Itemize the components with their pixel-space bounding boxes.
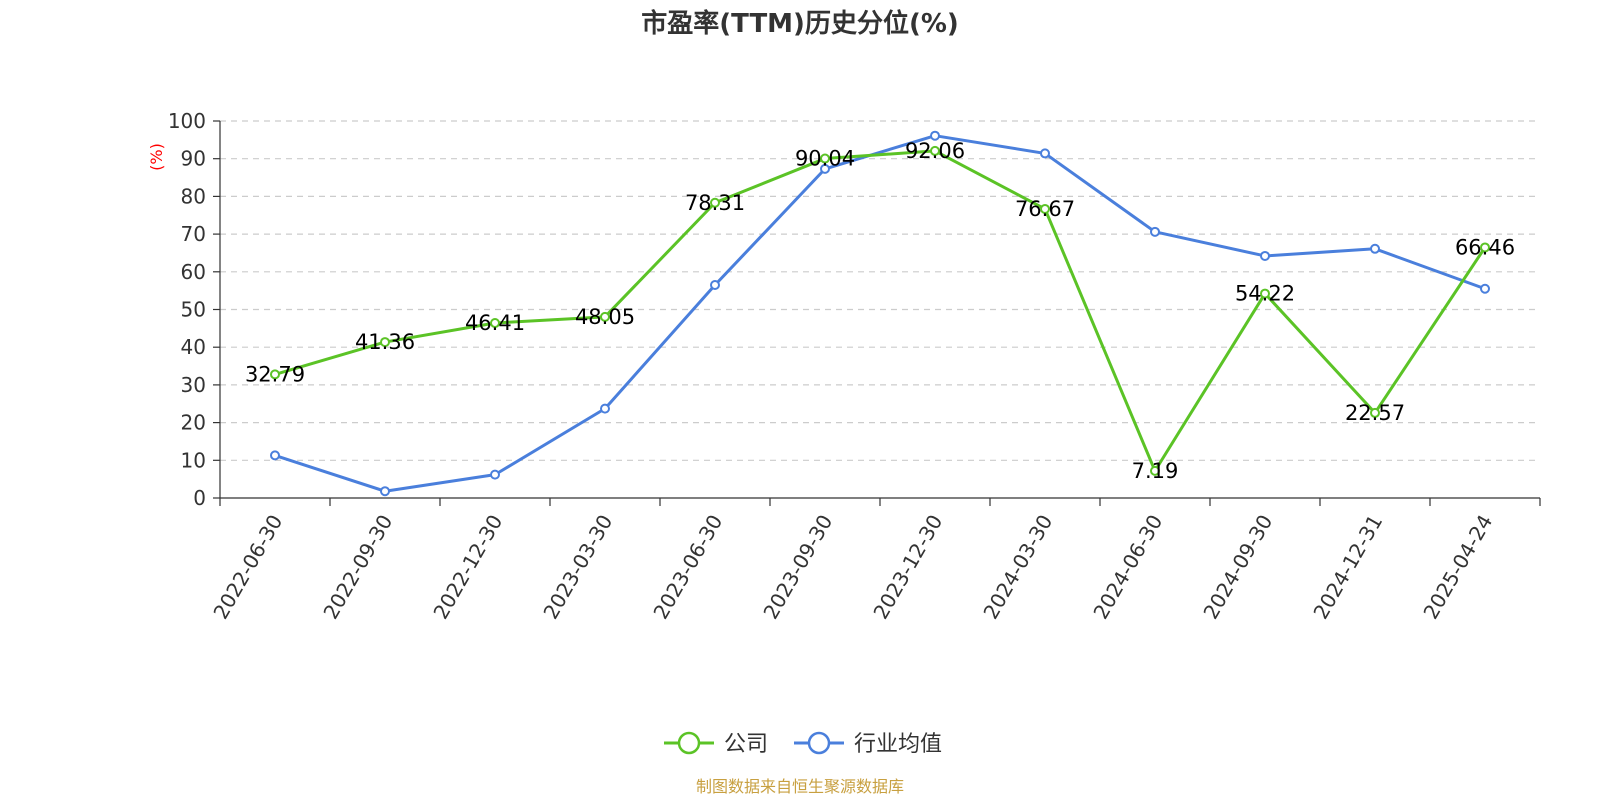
x-tick-label: 2023-03-30 <box>538 511 617 624</box>
data-label: 78.31 <box>685 191 745 215</box>
data-point[interactable] <box>820 163 830 174</box>
data-label: 90.04 <box>795 147 855 171</box>
data-label: 54.22 <box>1235 282 1295 306</box>
source-note: 制图数据来自恒生聚源数据库 <box>696 777 904 796</box>
x-tick-label: 2022-12-30 <box>428 511 507 624</box>
x-tick-label: 2022-09-30 <box>318 511 397 624</box>
data-point[interactable] <box>1480 283 1490 294</box>
y-tick-label: 0 <box>193 486 206 510</box>
data-point[interactable] <box>930 130 940 141</box>
data-label: 76.67 <box>1015 197 1075 221</box>
series-line-0 <box>274 149 1487 473</box>
x-tick-label: 2023-09-30 <box>758 511 837 624</box>
axes: 0 10 20 30 40 50 60 70 80 90 100 2022-06-30 2022-09-… <box>168 109 1541 624</box>
data-point[interactable] <box>1040 203 1050 214</box>
legend-item-1[interactable]: 行业均值 <box>794 731 942 757</box>
data-label: 22.57 <box>1345 401 1405 425</box>
y-tick-label: 100 <box>168 109 206 133</box>
data-point[interactable] <box>600 403 610 414</box>
legend-swatch-marker <box>677 731 701 755</box>
data-label: 48.05 <box>575 305 635 329</box>
series-lines <box>270 130 1490 497</box>
x-tick-label: 2023-12-30 <box>868 511 947 624</box>
data-label: 32.79 <box>245 362 305 386</box>
x-tick-label: 2022-06-30 <box>208 511 287 624</box>
data-label: 41.36 <box>355 330 415 354</box>
data-point[interactable] <box>380 486 390 497</box>
data-label: 46.41 <box>465 311 525 335</box>
data-point[interactable] <box>1150 226 1160 237</box>
legend-label: 公司 <box>724 732 768 757</box>
x-tick-label: 2023-06-30 <box>648 511 727 624</box>
data-label: 92.06 <box>905 139 965 163</box>
data-point[interactable] <box>820 153 830 164</box>
data-point[interactable] <box>1260 250 1270 261</box>
gridlines <box>220 120 1540 461</box>
y-tick-label: 80 <box>181 184 206 208</box>
y-tick-label: 20 <box>181 411 206 435</box>
y-tick-label: 90 <box>181 147 206 171</box>
x-tick-label: 2025-04-24 <box>1418 511 1497 624</box>
data-label: 7.19 <box>1132 459 1179 483</box>
y-tick-label: 70 <box>181 222 206 246</box>
data-point[interactable] <box>1040 148 1050 159</box>
data-label: 66.46 <box>1455 235 1515 259</box>
y-axis-label: (%) <box>147 143 166 171</box>
data-point[interactable] <box>1150 465 1160 476</box>
x-tick-label: 2024-03-30 <box>978 511 1057 624</box>
data-point[interactable] <box>490 469 500 480</box>
x-tick-label: 2024-12-31 <box>1308 511 1387 624</box>
data-point[interactable] <box>380 337 390 348</box>
data-point[interactable] <box>1480 242 1490 253</box>
series-line-1 <box>274 134 1486 493</box>
legend-swatch-marker <box>807 731 831 755</box>
legend-label: 行业均值 <box>854 732 942 757</box>
x-tick-label: 2024-09-30 <box>1198 511 1277 624</box>
y-tick-label: 30 <box>181 373 206 397</box>
data-point[interactable] <box>270 450 280 461</box>
y-tick-label: 50 <box>181 298 206 322</box>
data-point[interactable] <box>600 311 610 322</box>
legend-item-0[interactable]: 公司 <box>664 731 768 757</box>
data-point[interactable] <box>710 197 720 208</box>
legend[interactable]: 公司 行业均值 <box>664 731 942 757</box>
y-tick-label: 40 <box>181 335 206 359</box>
data-point[interactable] <box>490 318 500 329</box>
data-point[interactable] <box>710 279 720 290</box>
data-point[interactable] <box>270 369 280 380</box>
data-point[interactable] <box>1370 407 1380 418</box>
x-tick-label: 2024-06-30 <box>1088 511 1167 624</box>
y-tick-label: 60 <box>181 260 206 284</box>
data-labels: 32.79 41.36 46.41 48.05 78.31 90.04 92.06 76.67… <box>245 139 1515 483</box>
data-point[interactable] <box>1260 288 1270 299</box>
data-point[interactable] <box>1370 243 1380 254</box>
y-tick-label: 10 <box>181 448 206 472</box>
data-point[interactable] <box>930 145 940 156</box>
chart-title: 市盈率(TTM)历史分位(%) <box>641 8 959 39</box>
